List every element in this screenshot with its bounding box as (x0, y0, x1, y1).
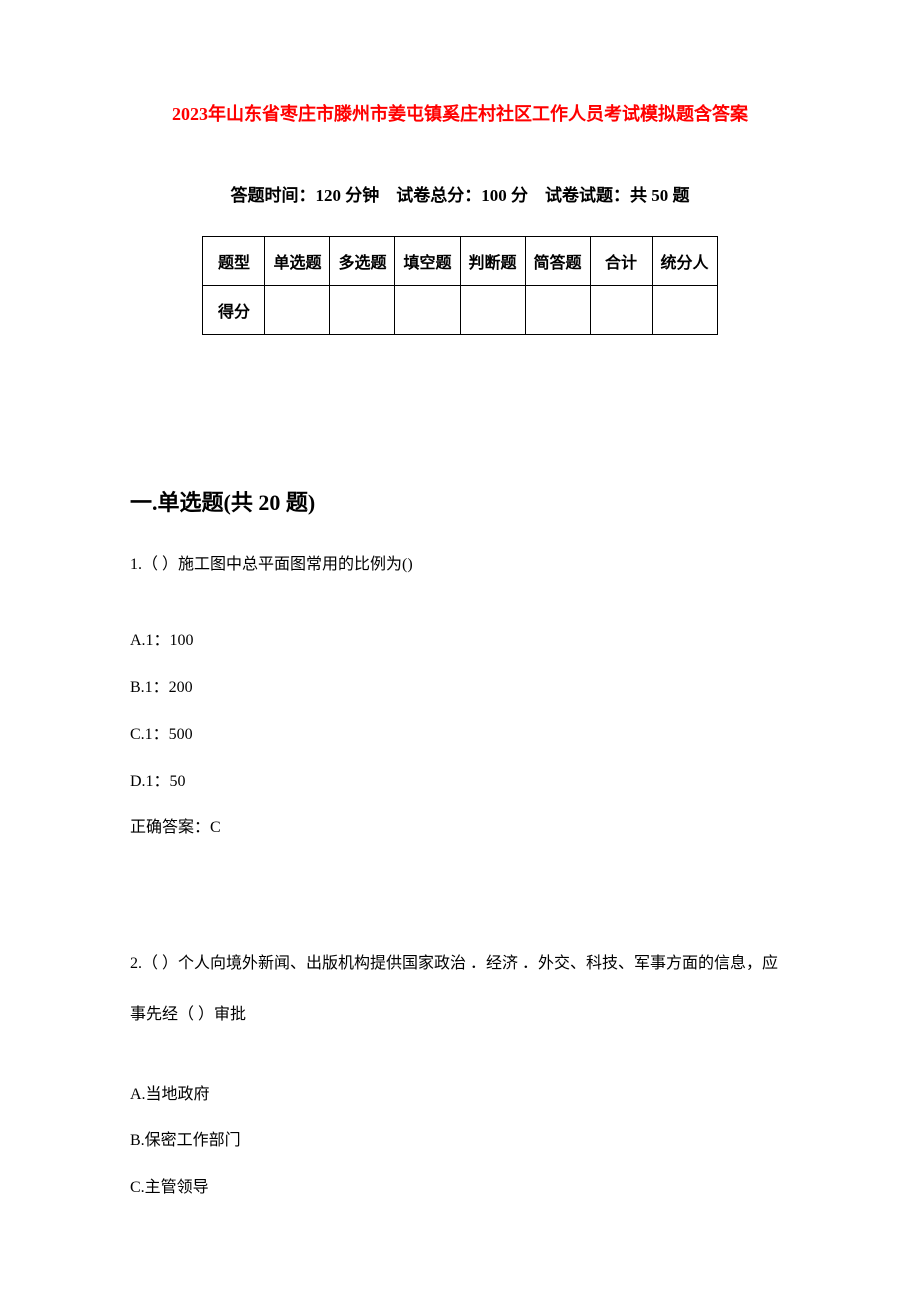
q2-option-a: A.当地政府 (130, 1081, 790, 1110)
q2-text: 2.（ ）个人向境外新闻、出版机构提供国家政治 ．经济 ．外交、科技、军事方面的… (130, 938, 790, 1040)
exam-info-line: 答题时间：120 分钟 试卷总分：100 分 试卷试题：共 50 题 (130, 181, 790, 206)
score-cell (395, 286, 460, 335)
total-unit: 分 (511, 186, 528, 205)
q2-option-b: B.保密工作部门 (130, 1127, 790, 1156)
document-title: 2023年山东省枣庄市滕州市姜屯镇奚庄村社区工作人员考试模拟题含答案 (130, 100, 790, 126)
table-row: 题型 单选题 多选题 填空题 判断题 简答题 合计 统分人 (203, 237, 717, 286)
q1-option-b: B.1：200 (130, 674, 790, 703)
col-header: 合计 (590, 237, 652, 286)
title-year: 2023 (172, 104, 208, 124)
questions-value: 50 (651, 186, 668, 205)
q1-option-d: D.1：50 (130, 768, 790, 797)
q2-option-c: C.主管领导 (130, 1174, 790, 1203)
score-cell (590, 286, 652, 335)
score-cell (525, 286, 590, 335)
col-header: 判断题 (460, 237, 525, 286)
score-table: 题型 单选题 多选题 填空题 判断题 简答题 合计 统分人 得分 (202, 236, 717, 335)
questions-unit: 题 (673, 186, 690, 205)
question-2: 2.（ ）个人向境外新闻、出版机构提供国家政治 ．经济 ．外交、科技、军事方面的… (130, 938, 790, 1203)
title-main: 年山东省枣庄市滕州市姜屯镇奚庄村社区工作人员考试模拟题含答案 (208, 104, 748, 124)
questions-label: 试卷试题：共 (545, 186, 647, 205)
section-header: 一.单选题(共 20 题) (130, 485, 790, 517)
q1-answer: 正确答案：C (130, 814, 790, 843)
q1-option-c: C.1：500 (130, 721, 790, 750)
row1-label: 题型 (203, 237, 265, 286)
q1-text: 1.（ ）施工图中总平面图常用的比例为() (130, 547, 790, 582)
time-value: 120 (316, 186, 342, 205)
col-header: 填空题 (395, 237, 460, 286)
row2-label: 得分 (203, 286, 265, 335)
col-header: 多选题 (330, 237, 395, 286)
time-label: 答题时间： (231, 186, 316, 205)
score-cell (460, 286, 525, 335)
total-value: 100 (481, 186, 507, 205)
score-cell (330, 286, 395, 335)
col-header: 单选题 (265, 237, 330, 286)
table-row: 得分 (203, 286, 717, 335)
score-cell (265, 286, 330, 335)
col-header: 简答题 (525, 237, 590, 286)
question-1: 1.（ ）施工图中总平面图常用的比例为() A.1：100 B.1：200 C.… (130, 547, 790, 843)
time-unit: 分钟 (345, 186, 379, 205)
total-label: 试卷总分： (396, 186, 481, 205)
q1-option-a: A.1：100 (130, 627, 790, 656)
col-header: 统分人 (652, 237, 717, 286)
score-cell (652, 286, 717, 335)
